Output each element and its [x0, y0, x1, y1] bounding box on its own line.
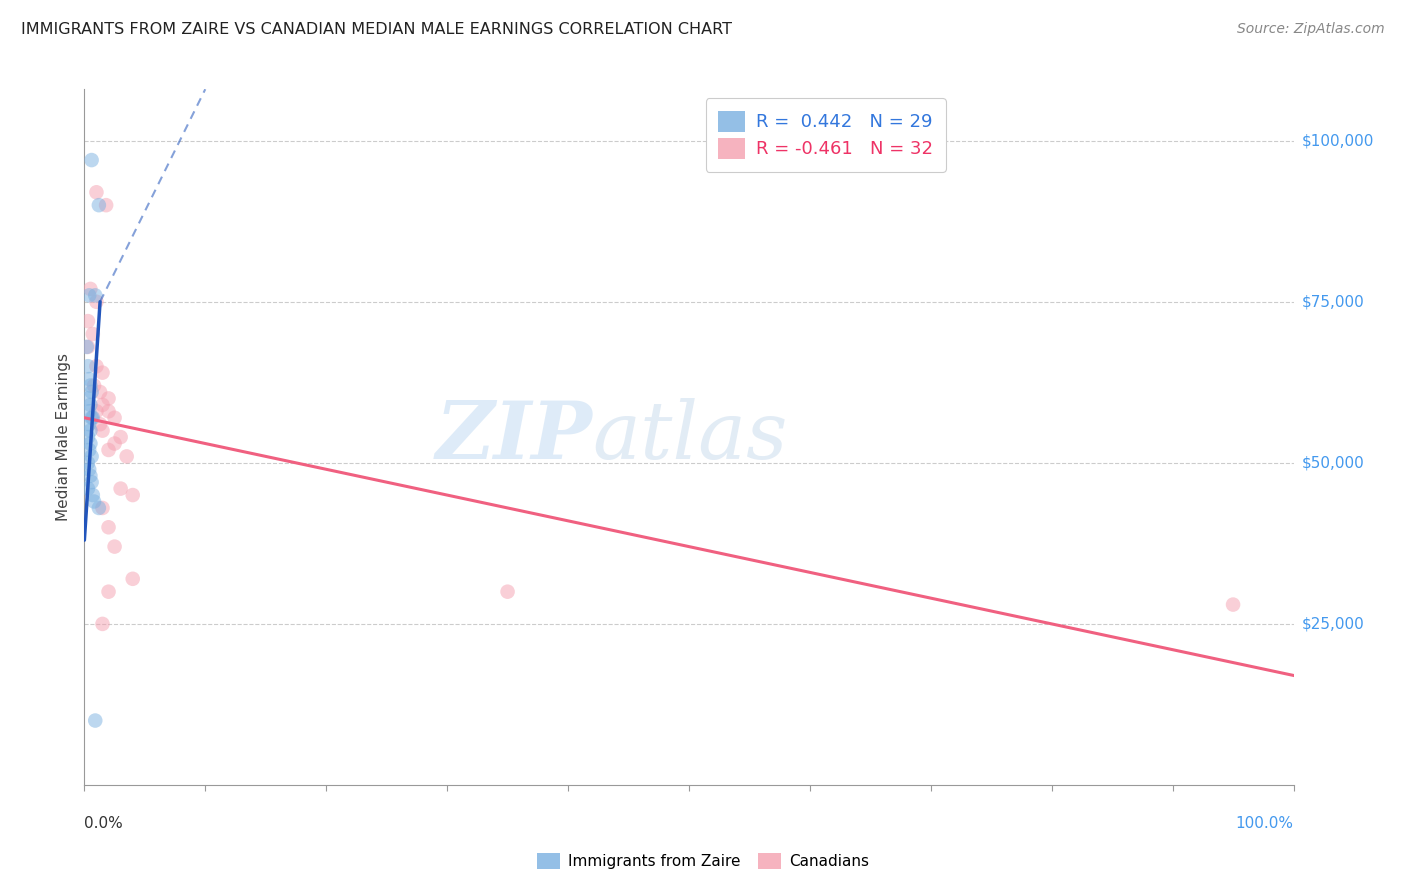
Point — [91, 616, 114, 631]
Point — [89, 417, 111, 432]
Text: IMMIGRANTS FROM ZAIRE VS CANADIAN MEDIAN MALE EARNINGS CORRELATION CHART: IMMIGRANTS FROM ZAIRE VS CANADIAN MEDIAN… — [21, 22, 733, 37]
Point — [77, 456, 100, 470]
Point — [79, 398, 101, 412]
Point — [121, 488, 143, 502]
Point — [77, 404, 100, 418]
Text: 100.0%: 100.0% — [1236, 815, 1294, 830]
Point — [86, 404, 108, 418]
Point — [84, 288, 107, 302]
Point — [91, 500, 114, 515]
Point — [77, 392, 100, 406]
Point — [84, 714, 107, 728]
Point — [77, 372, 100, 386]
Text: $25,000: $25,000 — [1302, 616, 1365, 632]
Point — [77, 482, 100, 496]
Point — [104, 410, 127, 425]
Point — [1222, 598, 1244, 612]
Point — [79, 282, 101, 296]
Text: ZIP: ZIP — [436, 399, 592, 475]
Point — [104, 436, 127, 450]
Point — [97, 584, 120, 599]
Point — [86, 359, 108, 374]
Point — [121, 572, 143, 586]
Point — [82, 410, 104, 425]
Point — [91, 424, 114, 438]
Point — [76, 340, 98, 354]
Point — [82, 326, 104, 341]
Point — [104, 540, 127, 554]
Text: $75,000: $75,000 — [1302, 294, 1365, 310]
Point — [79, 436, 101, 450]
Point — [86, 186, 108, 200]
Point — [87, 198, 110, 212]
Point — [77, 288, 100, 302]
Text: Source: ZipAtlas.com: Source: ZipAtlas.com — [1237, 22, 1385, 37]
Point — [110, 430, 132, 444]
Point — [77, 462, 100, 476]
Point — [91, 366, 114, 380]
Point — [83, 378, 105, 392]
Point — [496, 584, 519, 599]
Point — [77, 430, 100, 444]
Point — [77, 314, 100, 328]
Text: 0.0%: 0.0% — [84, 815, 124, 830]
Point — [115, 450, 138, 464]
Point — [77, 417, 100, 432]
Point — [79, 468, 101, 483]
Point — [80, 410, 103, 425]
Point — [97, 442, 120, 457]
Legend: R =  0.442   N = 29, R = -0.461   N = 32: R = 0.442 N = 29, R = -0.461 N = 32 — [706, 98, 946, 171]
Point — [80, 384, 103, 399]
Point — [86, 294, 108, 309]
Point — [80, 153, 103, 167]
Point — [79, 378, 101, 392]
Point — [80, 475, 103, 490]
Legend: Immigrants from Zaire, Canadians: Immigrants from Zaire, Canadians — [531, 847, 875, 875]
Point — [97, 404, 120, 418]
Point — [87, 500, 110, 515]
Point — [89, 384, 111, 399]
Point — [79, 424, 101, 438]
Point — [94, 198, 117, 212]
Point — [97, 392, 120, 406]
Text: $100,000: $100,000 — [1302, 133, 1374, 148]
Point — [80, 450, 103, 464]
Point — [77, 442, 100, 457]
Point — [77, 340, 100, 354]
Text: $50,000: $50,000 — [1302, 455, 1365, 470]
Point — [91, 398, 114, 412]
Point — [82, 488, 104, 502]
Y-axis label: Median Male Earnings: Median Male Earnings — [56, 353, 72, 521]
Text: atlas: atlas — [592, 399, 787, 475]
Point — [83, 494, 105, 508]
Point — [110, 482, 132, 496]
Point — [97, 520, 120, 534]
Point — [77, 359, 100, 374]
